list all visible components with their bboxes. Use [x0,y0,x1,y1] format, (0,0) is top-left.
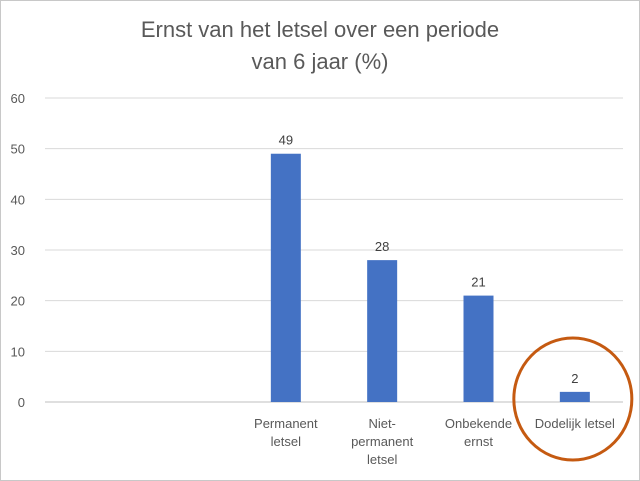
category-label: letsel [271,434,301,449]
y-tick-label: 40 [11,192,25,207]
category-label: letsel [367,452,397,467]
y-tick-label: 10 [11,344,25,359]
data-label: 28 [375,239,389,254]
category-label: permanent [351,434,414,449]
chart-title-line: van 6 jaar (%) [252,49,389,74]
bar [463,295,494,402]
category-label: Niet- [368,416,395,431]
chart-title: Ernst van het letsel over een periode van… [141,17,499,74]
x-axis-category-labels: Permanent letsel Niet-permanent letsel Onbek… [254,416,615,467]
data-label: 21 [471,275,485,290]
bars [270,153,590,402]
data-labels: 49 28 21 2 [279,133,579,386]
y-tick-label: 0 [18,395,25,410]
y-tick-label: 30 [11,243,25,258]
bar [367,260,398,402]
y-tick-label: 50 [11,142,25,157]
bar [559,391,590,402]
category-label: ernst [464,434,493,449]
bar [270,153,301,402]
y-tick-label: 60 [11,91,25,106]
data-label: 49 [279,133,293,148]
highlight-ellipse [512,336,634,462]
category-label: Permanent [254,416,318,431]
y-axis-tick-labels: 0 10 20 30 40 50 60 [11,91,25,410]
y-tick-label: 20 [11,294,25,309]
highlight-circle [512,336,634,462]
gridlines [45,97,623,403]
category-label: Onbekende [445,416,512,431]
data-label: 2 [571,371,578,386]
chart-title-line: Ernst van het letsel over een periode [141,17,499,42]
category-label: Dodelijk letsel [535,416,615,431]
